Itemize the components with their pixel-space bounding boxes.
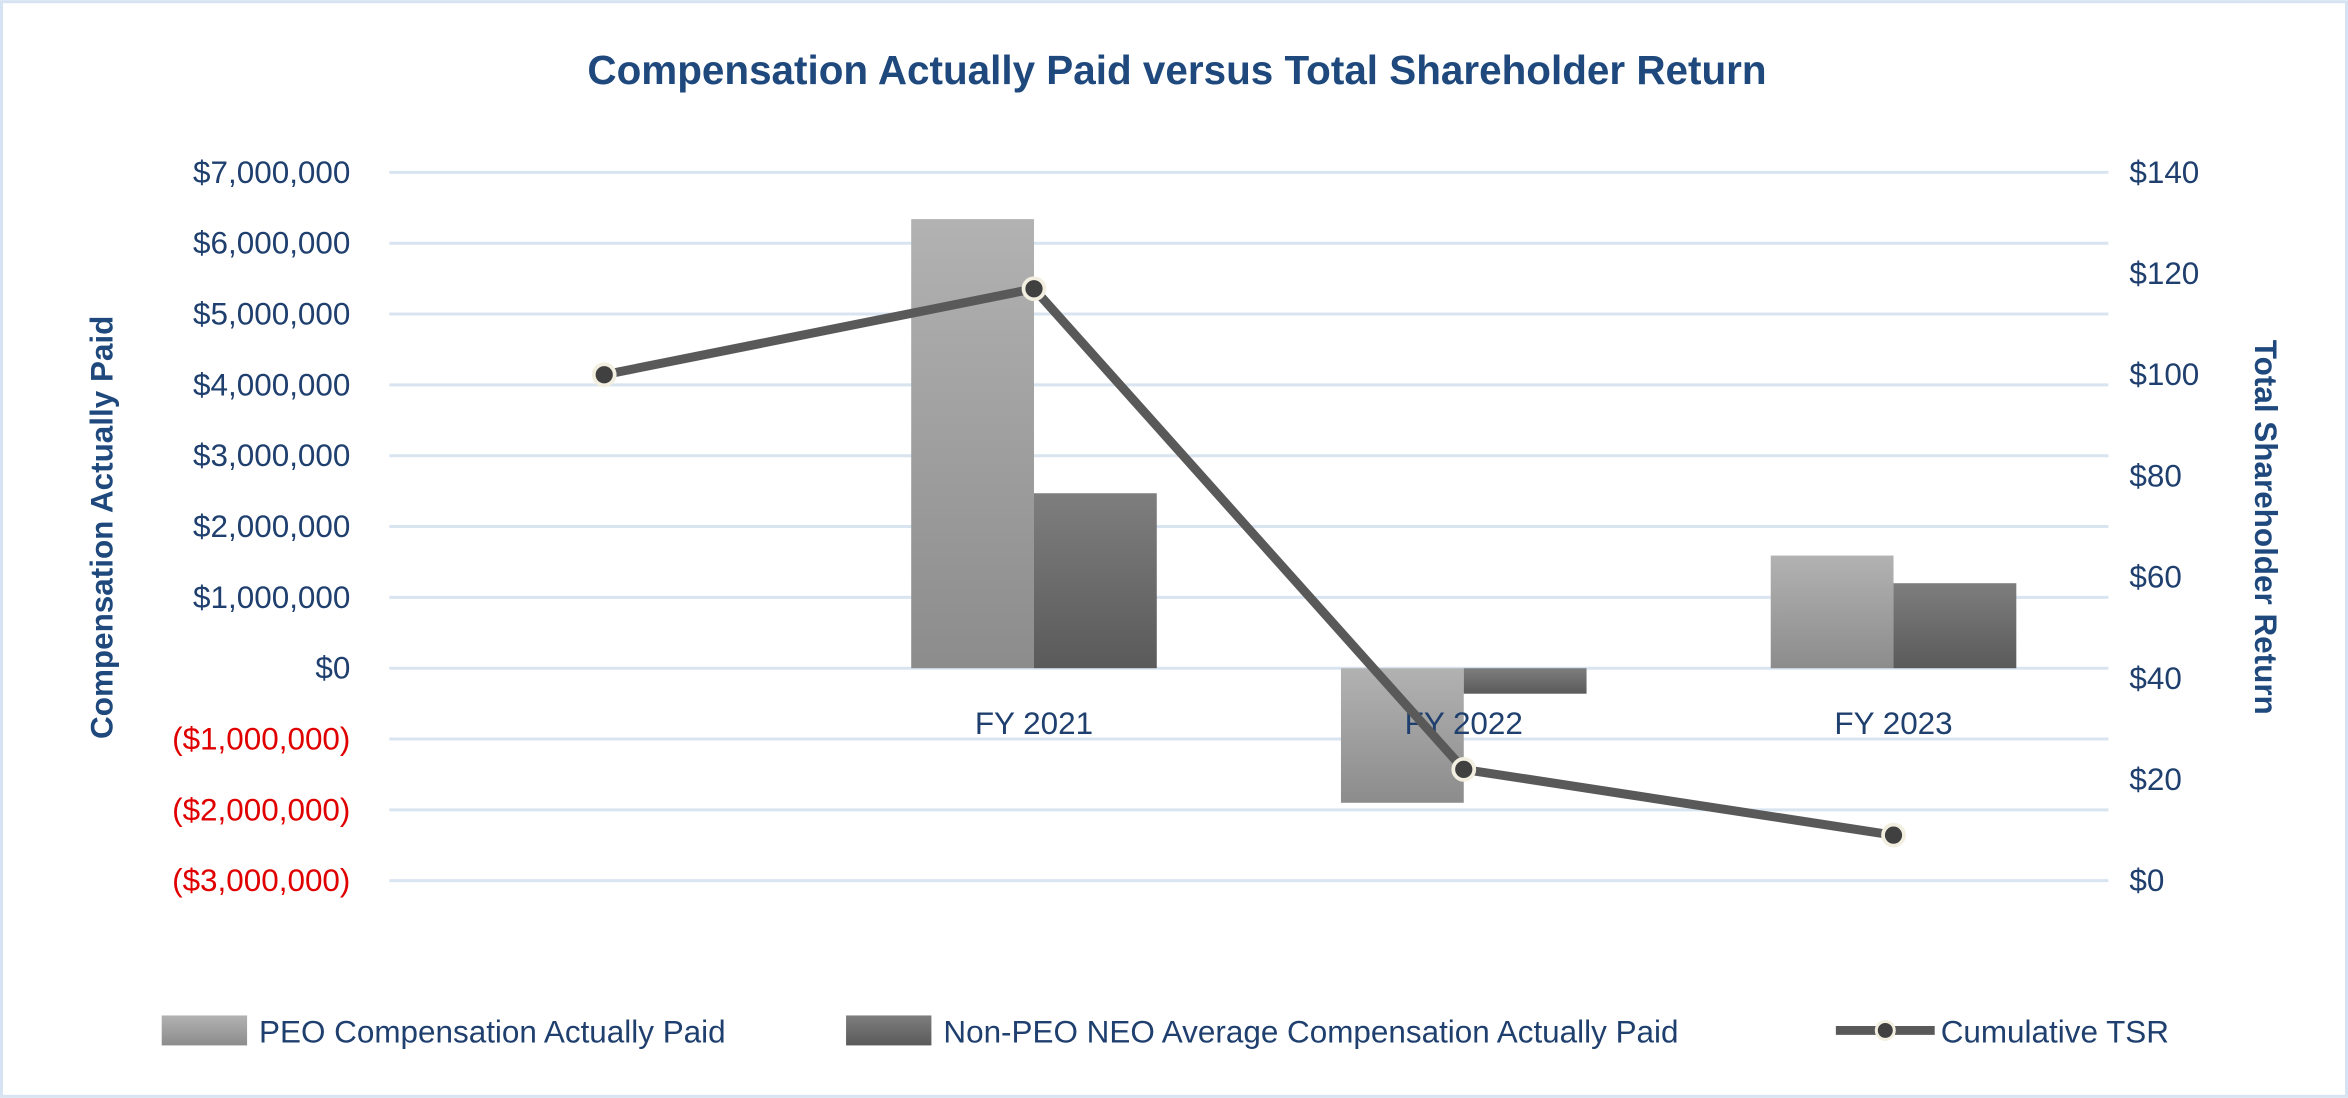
left-tick-label: $4,000,000 (193, 367, 350, 402)
legend-label-tsr: Cumulative TSR (1941, 1014, 2169, 1049)
right-tick-label: $20 (2129, 762, 2181, 797)
right-tick-label: $140 (2129, 155, 2199, 190)
left-tick-label: $7,000,000 (193, 155, 350, 190)
left-tick-label: ($1,000,000) (172, 722, 350, 757)
left-tick-label: $2,000,000 (193, 509, 350, 544)
tsr-point (1881, 822, 1906, 848)
tsr-point (1021, 276, 1047, 302)
right-axis-title: Total Shareholder Return (2248, 340, 2283, 715)
right-tick-label: $100 (2129, 357, 2199, 392)
left-tick-label: $6,000,000 (193, 226, 350, 261)
legend: PEO Compensation Actually Paid Non-PEO N… (161, 1014, 2169, 1049)
bar-non-peo (1033, 493, 1157, 669)
bar-non-peo (1893, 583, 2017, 669)
bar-peo (911, 219, 1034, 669)
left-tick-label: ($3,000,000) (172, 863, 350, 898)
right-tick-label: $40 (2129, 661, 2181, 696)
bar-non-peo (1463, 668, 1587, 694)
right-tick-label: $60 (2129, 560, 2181, 595)
right-tick-label: $120 (2129, 256, 2199, 291)
tsr-point (591, 362, 617, 388)
legend-label-peo: PEO Compensation Actually Paid (259, 1014, 726, 1049)
bar-peo (1340, 668, 1464, 803)
left-tick-label: $0 (315, 651, 350, 686)
category-labels: FY 2021 FY 2022 FY 2023 (975, 706, 1953, 741)
legend-swatch-peo (161, 1015, 248, 1046)
tsr-point (1451, 757, 1477, 782)
tsr-line (591, 276, 1906, 848)
left-axis-title: Compensation Actually Paid (84, 316, 119, 739)
legend-label-non-peo: Non-PEO NEO Average Compensation Actuall… (943, 1014, 1678, 1049)
left-tick-label: $5,000,000 (193, 297, 350, 332)
left-tick-label: $3,000,000 (193, 438, 350, 473)
tsr-line-path (603, 284, 1895, 840)
right-tick-label: $0 (2129, 863, 2164, 898)
left-tick-label: $1,000,000 (193, 580, 350, 615)
bar-peo (1770, 555, 1894, 669)
legend-swatch-non-peo (846, 1015, 932, 1046)
left-tick-label: ($2,000,000) (172, 792, 350, 827)
legend-marker-tsr (1874, 1019, 1896, 1041)
chart-title: Compensation Actually Paid versus Total … (587, 47, 1766, 93)
right-axis-ticks: $140 $120 $100 $80 $60 $40 $20 $0 (2129, 155, 2199, 898)
left-axis-ticks: $7,000,000 $6,000,000 $5,000,000 $4,000,000… (172, 155, 350, 898)
category-label: FY 2021 (975, 706, 1093, 741)
category-label: FY 2023 (1834, 706, 1952, 741)
right-tick-label: $80 (2129, 458, 2181, 493)
